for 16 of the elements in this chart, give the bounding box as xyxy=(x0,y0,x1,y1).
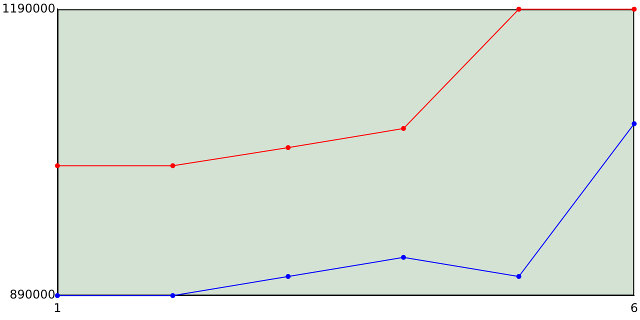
point xyxy=(170,293,176,298)
point xyxy=(516,6,522,12)
y-tick-label: 890000 xyxy=(10,288,56,302)
y-tick-label: 1190000 xyxy=(2,1,56,16)
point xyxy=(286,274,291,280)
point xyxy=(632,6,637,12)
x-tick-label: 1 xyxy=(54,300,62,315)
point xyxy=(170,163,176,168)
point xyxy=(516,274,522,280)
point xyxy=(54,163,60,168)
point xyxy=(400,254,406,260)
point xyxy=(286,145,291,150)
point xyxy=(54,293,60,298)
point xyxy=(400,126,406,132)
point xyxy=(632,121,637,126)
x-tick-label: 6 xyxy=(630,300,638,315)
